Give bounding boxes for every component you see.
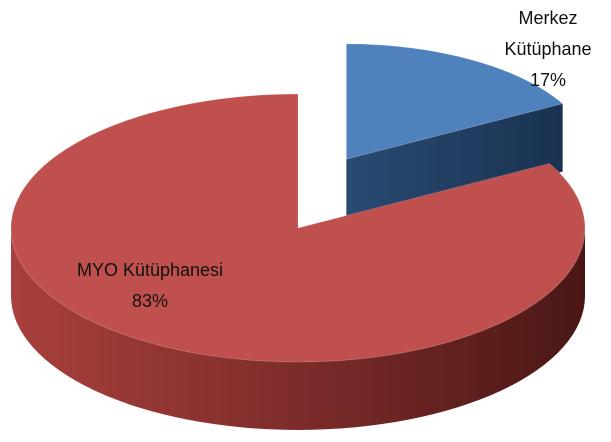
slice-side: [11, 228, 585, 430]
slice-label: Merkez Kütüphane 17%: [490, 3, 606, 96]
category-label: Merkez Kütüphane: [504, 8, 592, 59]
category-label: MYO Kütüphanesi: [76, 260, 224, 280]
slice: [345, 43, 564, 160]
value-label: 83%: [131, 291, 169, 311]
value-label: 17%: [529, 70, 567, 90]
slice-label: MYO Kütüphanesi 83%: [40, 255, 260, 317]
slice-side: [346, 103, 563, 228]
slice: [10, 93, 586, 363]
